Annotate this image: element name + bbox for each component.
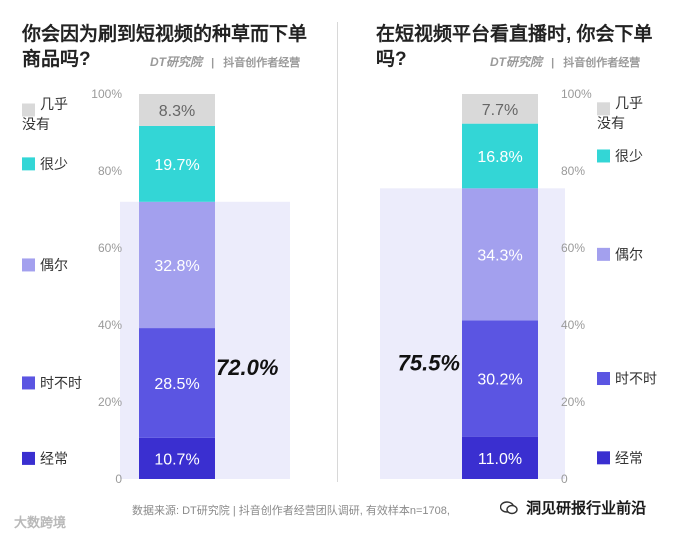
right-brand-name: 抖音创作者经营 [563, 57, 641, 69]
right-highlight-label: 75.5% [398, 351, 460, 376]
left-legend-swatch [22, 451, 35, 465]
left-brand-dt: DT研究院 [150, 55, 202, 69]
right-data-label: 34.3% [477, 247, 522, 264]
left-data-label: 19.7% [154, 157, 199, 174]
left-data-label: 10.7% [154, 451, 199, 468]
left-brand-name: 抖音创作者经营 [223, 57, 301, 69]
right-bar-segment [462, 94, 538, 124]
right-legend-label: 经常 [615, 450, 643, 466]
right-ytick-label: 60% [561, 241, 585, 255]
left-ytick-label: 80% [98, 164, 122, 178]
right-legend-label: 很少 [615, 148, 643, 164]
left-brand-sep: | [211, 57, 215, 69]
left-legend-swatch [22, 376, 35, 390]
left-bar-segment [139, 94, 215, 126]
left-legend-swatch [22, 157, 35, 171]
right-bar-segment [462, 123, 538, 189]
left-chart-title: 你会因为刷到短视频的种草而下单 商品吗? [22, 22, 322, 72]
right-legend-swatch [597, 149, 610, 163]
right-legend-label: 时不时 [615, 371, 657, 387]
right-ytick-label: 80% [561, 164, 585, 178]
left-ytick-label: 60% [98, 241, 122, 255]
left-legend-label: 偶尔 [40, 257, 68, 273]
left-ytick-label: 20% [98, 395, 122, 409]
left-legend-label: 时不时 [40, 375, 82, 391]
right-bar-segment [462, 320, 538, 437]
left-brand: DT研究院 | 抖音创作者经营 [150, 53, 300, 70]
right-bar-segment [462, 188, 538, 321]
left-ytick-label: 40% [98, 318, 122, 332]
right-ytick-label: 0 [561, 472, 568, 486]
right-legend-label: 没有 [597, 115, 625, 131]
right-brand: DT研究院 | 抖音创作者经营 [490, 53, 640, 70]
left-legend-label: 几乎 [40, 96, 68, 112]
left-bar-segment [139, 437, 215, 479]
left-legend-swatch [22, 258, 35, 272]
left-legend-label: 经常 [40, 450, 68, 466]
data-source-note: 数据来源: DT研究院 | 抖音创作者经营团队调研, 有效样本n=1708, [132, 505, 450, 517]
left-title-line1: 你会因为刷到短视频的种草而下单 [22, 24, 308, 45]
right-data-label: 16.8% [477, 149, 522, 166]
right-brand-sep: | [551, 57, 555, 69]
left-data-label: 28.5% [154, 376, 199, 393]
panel-divider [337, 22, 338, 482]
right-data-label: 7.7% [482, 102, 518, 119]
watermark-text: 大数跨境 [14, 515, 67, 530]
right-legend-swatch [597, 372, 610, 386]
left-legend-swatch [22, 103, 35, 117]
right-legend-label: 偶尔 [615, 246, 643, 262]
wechat-account: 洞见研报行业前沿 [499, 497, 647, 518]
left-legend-label: 没有 [22, 116, 50, 132]
right-legend-label: 几乎 [615, 95, 643, 111]
left-legend-label: 很少 [40, 156, 68, 172]
right-ytick-label: 20% [561, 395, 585, 409]
left-data-label: 32.8% [154, 258, 199, 275]
right-legend-swatch [597, 102, 610, 116]
left-bar-segment [139, 125, 215, 202]
left-bar-segment [139, 201, 215, 329]
right-data-label: 30.2% [477, 372, 522, 389]
right-title-line1: 在短视频平台看直播时, 你会下单 [376, 24, 653, 45]
left-title-line2: 商品吗? [22, 49, 91, 70]
right-chart-title: 在短视频平台看直播时, 你会下单 吗? [376, 22, 666, 72]
wechat-icon [499, 501, 518, 515]
right-title-line2: 吗? [376, 49, 407, 70]
left-ytick-label: 0 [115, 472, 122, 486]
right-legend-swatch [597, 451, 610, 465]
right-brand-dt: DT研究院 [490, 55, 542, 69]
right-ytick-label: 100% [561, 87, 592, 101]
right-ytick-label: 40% [561, 318, 585, 332]
left-data-label: 8.3% [159, 103, 195, 120]
left-highlight-label: 72.0% [216, 355, 278, 380]
right-legend-swatch [597, 247, 610, 261]
wechat-account-name: 洞见研报行业前沿 [526, 500, 647, 517]
left-bar-segment [139, 328, 215, 438]
left-ytick-label: 100% [91, 87, 122, 101]
right-bar-segment [462, 436, 538, 479]
right-data-label: 11.0% [478, 451, 522, 468]
